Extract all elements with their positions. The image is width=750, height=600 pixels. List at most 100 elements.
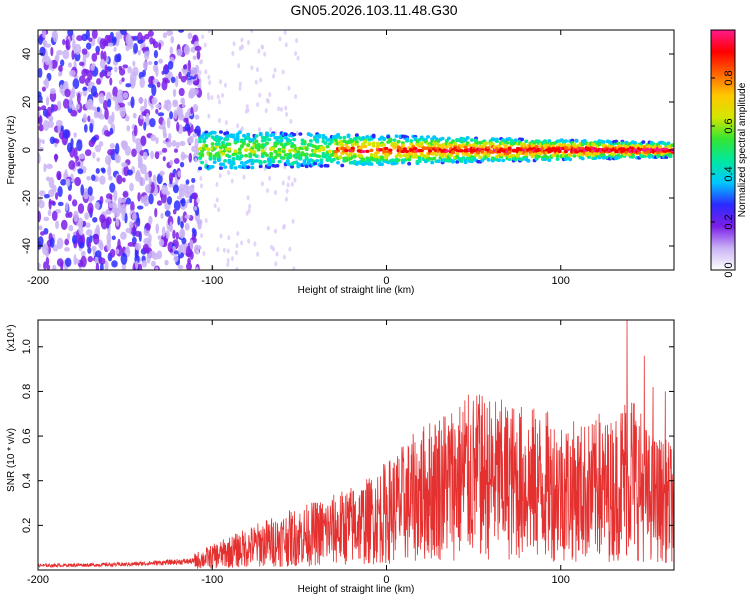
spectrogram-cell: [262, 159, 267, 164]
spectrogram-cell: [281, 156, 286, 160]
spectrogram-cell: [268, 127, 272, 133]
colorbar-tick-label: 0.2: [723, 214, 735, 229]
spectrogram-cell: [128, 221, 134, 229]
spectrogram-cell: [465, 136, 470, 140]
spectrogram-cell: [93, 233, 100, 245]
spectrogram-cell: [190, 106, 194, 115]
spectrogram-cell: [112, 86, 119, 98]
spectrogram-cell: [148, 193, 154, 205]
spectrogram-cell: [231, 134, 236, 139]
spectrogram-cell: [161, 147, 168, 153]
spectrogram-cell: [155, 66, 159, 77]
spectrogram-cell: [198, 139, 203, 144]
spectrogram-cell: [156, 200, 163, 206]
spectrogram-cell: [287, 149, 292, 153]
colorbar-tick-label: 0.4: [723, 166, 735, 181]
spectrogram-cell: [369, 148, 374, 153]
spectrogram-cell: [446, 136, 451, 141]
spectrogram-cell: [259, 77, 263, 83]
spectrogram-cell: [143, 200, 148, 207]
spectrogram-cell: [267, 165, 272, 170]
spectrogram-cell: [78, 75, 86, 84]
y-tick-label: 0: [21, 147, 33, 153]
spectrogram-cell: [119, 102, 126, 108]
spectrogram-cell: [375, 150, 380, 155]
spectrogram-cell: [175, 141, 180, 149]
spectrogram-cell: [234, 250, 238, 256]
spectrogram-cell: [88, 98, 94, 109]
spectrogram-cell: [94, 144, 102, 153]
spectrogram-cell: [138, 97, 144, 104]
spectrogram-cell: [105, 66, 113, 71]
spectrogram-cell: [285, 141, 290, 146]
spectrogram-cell: [240, 126, 244, 132]
spectrogram-cell: [239, 161, 244, 165]
spectrogram-cell: [304, 164, 309, 169]
spectrogram-cell: [208, 157, 213, 161]
spectrogram-cell: [90, 85, 98, 97]
spectrogram-cell: [204, 69, 208, 75]
spectrogram-cell: [86, 175, 91, 181]
spectrogram-cell: [160, 192, 167, 204]
spectrogram-cell: [352, 154, 357, 159]
spectrogram-cell: [168, 172, 174, 183]
spectrogram-cell: [239, 154, 244, 158]
spectrogram-cell: [158, 238, 165, 247]
spectrogram-cell: [137, 39, 144, 44]
spectrogram-cell: [484, 141, 489, 145]
x-tick-label: 100: [552, 275, 570, 287]
spectrogram-cell: [85, 222, 91, 229]
spectrogram-cell: [279, 142, 284, 147]
spectrogram-cell: [365, 149, 370, 154]
spectrogram-cell: [292, 132, 297, 137]
spectrogram-cell: [147, 61, 153, 66]
spectrogram-cell: [597, 142, 602, 147]
spectrogram-cell: [133, 35, 139, 41]
spectrogram-cell: [192, 133, 198, 138]
y-tick-label: -40: [21, 238, 33, 254]
spectrogram-cell: [65, 38, 70, 50]
spectrogram-cell: [91, 30, 98, 39]
spectrogram-cell: [227, 235, 231, 241]
spectrogram-cell: [179, 161, 185, 168]
spectrogram-cell: [216, 158, 221, 163]
spectrogram-cell: [38, 210, 42, 223]
spectrogram-cell: [319, 158, 324, 162]
spectrogram-cell: [142, 151, 148, 160]
spectrogram-cell: [104, 64, 108, 76]
spectrogram-cell: [185, 179, 190, 185]
spectrogram-cell: [218, 166, 223, 170]
spectrogram-y-ticks: -40 -20 0 20 40: [21, 48, 674, 254]
spectrogram-cell: [125, 83, 132, 88]
spectrogram-cell: [536, 154, 541, 159]
spectrogram-cell: [163, 103, 169, 110]
spectrogram-cell: [168, 132, 172, 142]
spectrogram-cell: [308, 133, 313, 137]
spectrogram-cell: [273, 144, 278, 148]
spectrogram-cell: [275, 251, 279, 257]
spectrogram-cell: [486, 146, 491, 150]
spectrogram-cell: [486, 153, 491, 157]
spectrogram-cell: [315, 159, 320, 163]
spectrogram-cell: [114, 152, 119, 163]
spectrogram-cell: [448, 153, 453, 158]
spectrogram-cell: [258, 159, 263, 164]
spectrogram-cell: [44, 55, 51, 66]
spectrogram-cell: [325, 164, 330, 168]
spectrogram-cell: [38, 146, 45, 152]
y-tick-label: 40: [21, 48, 33, 60]
spectrogram-cell: [38, 124, 44, 132]
spectrogram-cell: [183, 64, 188, 70]
spectrogram-cell: [286, 182, 290, 188]
spectrogram-cell: [108, 175, 113, 181]
spectrogram-cell: [113, 46, 117, 52]
spectrogram-cell: [145, 222, 151, 231]
spectrogram-cell: [277, 147, 282, 152]
spectrogram-cell: [257, 48, 261, 54]
spectrogram-cell: [202, 251, 206, 257]
spectrogram-cell: [287, 138, 292, 143]
spectrogram-cell: [99, 175, 106, 185]
spectrogram-cell: [141, 260, 148, 268]
spectrogram-cell: [238, 85, 242, 91]
spectrogram-cell: [176, 195, 183, 200]
